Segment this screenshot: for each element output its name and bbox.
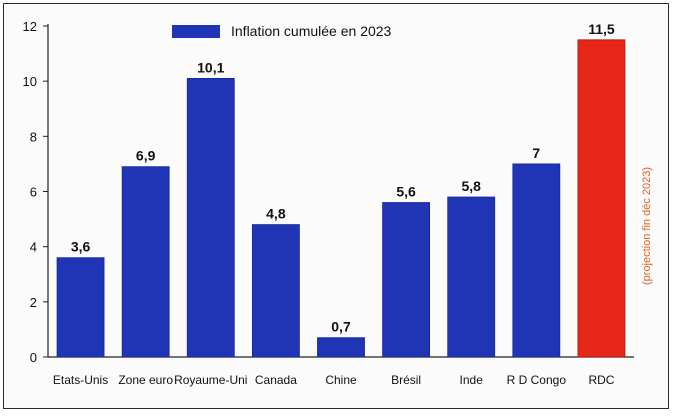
value-label-1: 6,9 <box>136 148 156 164</box>
value-label-7: 7 <box>532 145 540 161</box>
value-label-6: 5,8 <box>461 178 481 194</box>
value-labels: 3,6 6,9 10,1 4,8 0,7 5,6 5,8 7 11,5 <box>71 21 615 335</box>
bars <box>56 39 626 358</box>
y-tick-label: 4 <box>30 240 37 255</box>
value-label-8: 11,5 <box>588 21 615 37</box>
bar-6 <box>447 196 496 358</box>
category-label-8: RDC <box>588 373 614 387</box>
y-tick-label: 2 <box>30 295 37 310</box>
category-label-0: Etats-Unis <box>53 373 108 387</box>
y-tick-label: 12 <box>23 19 37 34</box>
bar-8 <box>577 39 626 358</box>
bar-5 <box>382 202 431 358</box>
category-label-6: Inde <box>460 373 484 387</box>
category-labels: Etats-Unis Zone euro Royaume-Uni Canada Chin… <box>53 373 615 387</box>
y-axis: 0 2 4 6 8 10 12 <box>23 19 49 365</box>
y-tick-label: 10 <box>23 74 37 89</box>
bar-1 <box>121 166 170 358</box>
projection-note: (projection fin déc 2023) <box>641 167 653 285</box>
value-label-4: 0,7 <box>331 319 351 335</box>
bar-4 <box>317 337 365 358</box>
category-label-3: Canada <box>255 373 297 387</box>
legend: Inflation cumulée en 2023 <box>172 23 392 39</box>
chart-frame: 0 2 4 6 8 10 12 3,6 6,9 10,1 4,8 0,7 5,6 5,8 7 11,5 Et… <box>3 3 669 409</box>
value-label-3: 4,8 <box>266 206 286 222</box>
bar-chart: 0 2 4 6 8 10 12 3,6 6,9 10,1 4,8 0,7 5,6 5,8 7 11,5 Et… <box>23 19 653 387</box>
bar-0 <box>56 257 105 358</box>
y-tick-label: 6 <box>30 185 37 200</box>
legend-label: Inflation cumulée en 2023 <box>231 23 392 39</box>
bar-2 <box>186 78 235 358</box>
bar-7 <box>512 163 561 358</box>
category-label-5: Brésil <box>391 373 421 387</box>
category-label-1: Zone euro <box>118 373 173 387</box>
category-label-4: Chine <box>325 373 357 387</box>
y-tick-label: 0 <box>30 350 37 365</box>
legend-swatch <box>172 25 220 38</box>
category-label-7: R D Congo <box>507 373 567 387</box>
value-label-5: 5,6 <box>396 184 416 200</box>
bar-3 <box>251 224 300 358</box>
category-label-2: Royaume-Uni <box>174 373 247 387</box>
value-label-0: 3,6 <box>71 239 91 255</box>
y-tick-label: 8 <box>30 129 37 144</box>
value-label-2: 10,1 <box>197 59 224 75</box>
